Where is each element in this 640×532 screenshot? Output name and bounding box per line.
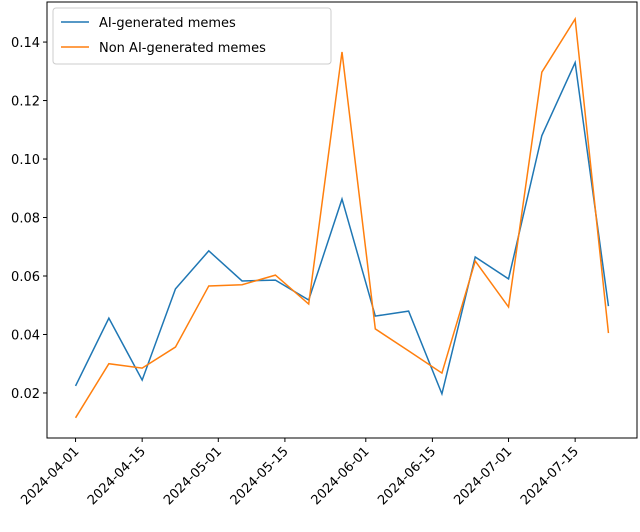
x-tick-label: 2024-06-15 (375, 444, 439, 508)
y-tick-label: 0.02 (11, 387, 40, 402)
x-tick-label: 2024-05-01 (161, 444, 225, 508)
x-tick-label: 2024-06-01 (309, 444, 373, 508)
x-tick-label: 2024-07-15 (518, 444, 582, 508)
y-tick-label: 0.14 (11, 36, 40, 51)
x-tick-label: 2024-04-01 (18, 444, 82, 508)
plot-frame (46, 1, 638, 439)
y-tick-label: 0.04 (11, 328, 40, 343)
y-tick-label: 0.12 (11, 95, 40, 110)
x-tick-label: 2024-05-15 (228, 444, 292, 508)
legend-label: Non AI-generated memes (99, 41, 266, 56)
series-line (74, 16, 610, 419)
legend-label: AI-generated memes (99, 16, 236, 31)
series-line (74, 59, 610, 397)
y-tick-label: 0.08 (11, 212, 40, 227)
x-tick-label: 2024-04-15 (85, 444, 149, 508)
legend-box (52, 7, 332, 65)
legend: AI-generated memes Non AI-generated memes (52, 7, 332, 65)
y-tick-label: 0.10 (11, 153, 40, 168)
y-tick-label: 0.06 (11, 270, 40, 285)
x-tick-label: 2024-07-01 (451, 444, 515, 508)
